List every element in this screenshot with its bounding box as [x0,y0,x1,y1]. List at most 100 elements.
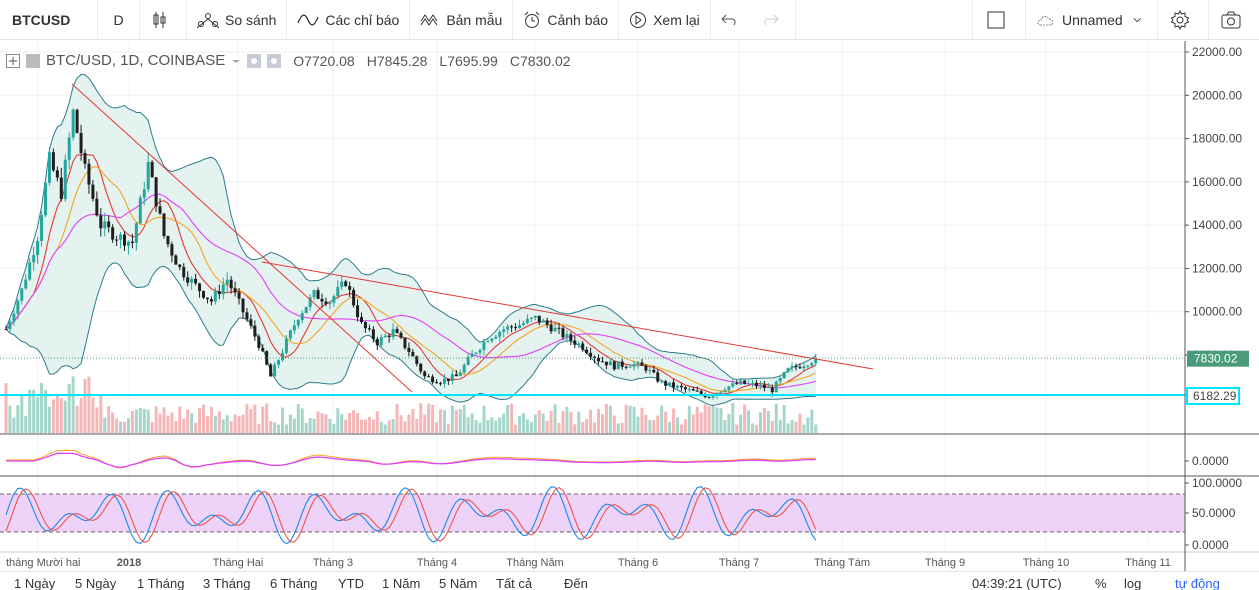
chevron-down-icon[interactable] [231,57,241,65]
candle-body [383,335,387,338]
candle-body [202,291,205,298]
volume-bar [107,406,111,433]
alerts-button[interactable]: Cảnh báo [513,0,620,40]
volume-bar [142,408,146,433]
symbol-search-button[interactable]: BTCUSD [0,0,98,40]
percent-toggle[interactable]: % [1095,576,1107,590]
volume-bar [312,418,316,433]
replay-button[interactable]: Xem lại [619,0,711,40]
volume-bar [668,421,672,433]
interval-button[interactable]: D [98,0,140,40]
collapse-icon[interactable] [6,53,20,68]
volume-bar [648,419,652,433]
compare-button[interactable]: So sánh [187,0,288,40]
candle-body [95,198,99,216]
templates-button[interactable]: Bản mẫu [410,0,514,40]
price-tick-label: 16000.00 [1192,175,1242,189]
candle-body [470,353,474,358]
range-6m[interactable]: 6 Tháng [270,576,318,590]
candle-body [683,387,687,390]
time-tick-label: Tháng Năm [506,557,563,569]
time-axis[interactable]: tháng Mười hai 2018 Tháng Hai Tháng 3 Tháng … [6,557,1171,569]
price-chart[interactable]: 8000.0010000.0012000.0014000.0016000.001… [0,0,1259,571]
layout-button[interactable]: Unnamed [1026,0,1158,40]
goto-button[interactable]: Đến [564,576,588,590]
volume-bar [83,379,87,433]
volume-bar [703,404,707,433]
candle-body [644,365,648,371]
volume-bar [36,397,40,433]
redo-button[interactable] [753,0,796,40]
chevron-down-icon [1133,18,1141,23]
time-tick-label: tháng Mười hai [6,557,81,569]
range-all[interactable]: Tất cả [496,576,533,590]
auto-toggle[interactable]: tự động [1175,576,1220,590]
candle-body [446,378,450,382]
volume-bar [577,411,581,433]
volume-bar [810,409,814,433]
undo-button[interactable] [711,0,753,40]
candle-body [711,395,715,398]
range-1y[interactable]: 1 Năm [382,576,421,590]
volume-bar [32,389,36,433]
price-axis[interactable]: 8000.0010000.0012000.0014000.0016000.001… [1184,41,1249,571]
candle-body [221,284,225,295]
volume-bar [806,417,810,433]
candle-body [774,381,778,393]
range-1d[interactable]: 1 Ngày [14,576,56,590]
candle-body [660,381,664,383]
candle-body [541,320,545,323]
log-toggle[interactable]: log [1124,576,1142,590]
range-5d[interactable]: 5 Ngày [75,576,117,590]
volume-bar [739,414,743,433]
settings-button[interactable] [1158,0,1209,40]
interval-label: D [113,11,124,28]
volume-bar [446,423,450,433]
legend-low: L7695.99 [439,52,498,69]
candle-body [336,287,340,297]
stoch-d-line [5,486,817,543]
volume-bar [363,419,367,433]
candle-body [723,390,727,392]
bollinger-fill [6,74,816,406]
support-price-tag [1186,387,1240,405]
eye-icon[interactable] [247,53,262,68]
macd-line [6,449,816,469]
range-ytd[interactable]: YTD [338,576,364,590]
fullscreen-button[interactable] [972,0,1026,40]
candle-body [593,356,597,359]
volume-bar [253,404,257,433]
candle-body [119,234,123,240]
price-tick-label: 20000.00 [1192,88,1242,102]
candle-body [814,358,818,364]
candle-body [758,384,762,387]
candle-body [79,132,83,154]
price-tick-label: 18000.00 [1192,132,1242,146]
candle-body [190,278,194,283]
bollinger-lower [5,262,816,406]
downtrend-line-1[interactable] [71,83,413,393]
candle-body [743,380,747,384]
candle-body [612,361,616,370]
chart-style-button[interactable] [140,0,187,40]
downtrend-line-2[interactable] [261,261,874,370]
volume-bar [134,409,138,433]
volume-bar [514,424,518,433]
candle-body [545,320,549,325]
range-5y[interactable]: 5 Năm [439,576,478,590]
volume-bar [111,412,115,433]
bitcoin-icon [26,53,40,68]
range-3m[interactable]: 3 Tháng [203,576,251,590]
volume-bar [126,418,130,433]
snapshot-button[interactable] [1209,0,1259,40]
candle-body [494,336,498,339]
volume-bar [719,408,723,433]
range-1m[interactable]: 1 Tháng [137,576,185,590]
candle-body [83,153,87,164]
cloud-icon [1037,16,1053,26]
indicators-button[interactable]: Các chỉ báo [287,0,411,40]
volume-bar [95,407,99,433]
gear-icon[interactable] [267,53,282,68]
candle-body [407,347,411,352]
volume-bar [87,376,91,433]
